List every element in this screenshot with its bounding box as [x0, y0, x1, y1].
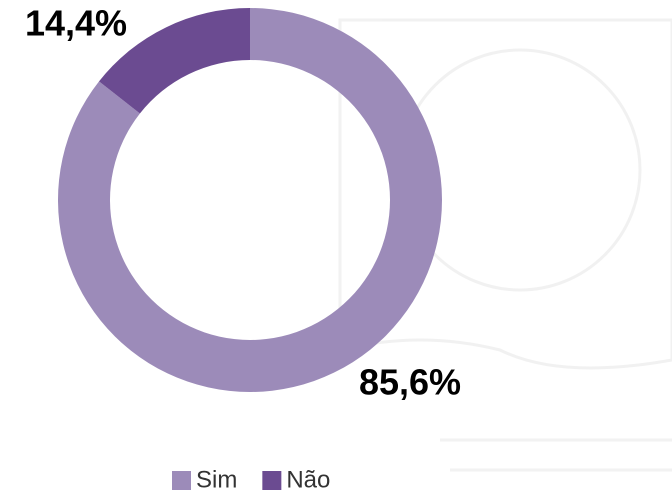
legend-swatch [172, 471, 191, 490]
chart: 85,6% 14,4% Sim Não [0, 0, 672, 492]
data-label: 14,4% [25, 3, 127, 44]
legend-label: Sim [196, 466, 237, 492]
legend-swatch [262, 471, 281, 490]
data-label: 85,6% [359, 362, 461, 403]
legend-label: Não [286, 466, 330, 492]
